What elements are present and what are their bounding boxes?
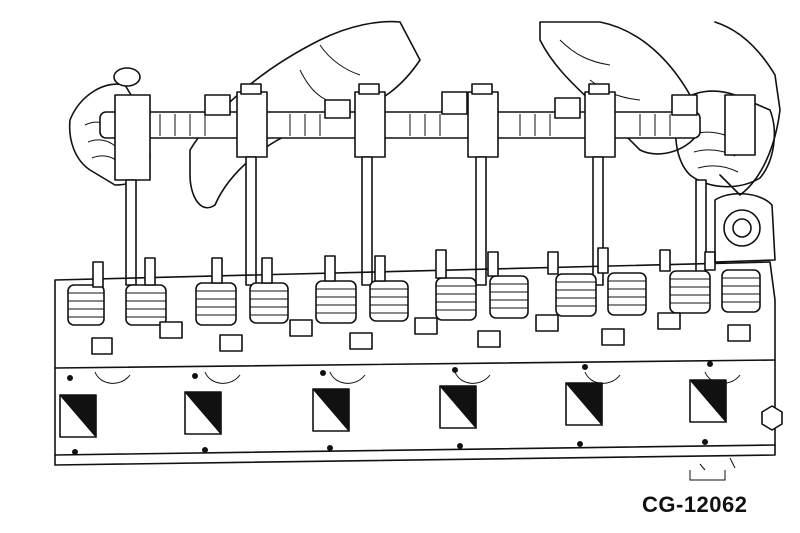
port-1: [58, 394, 97, 439]
spring-8: [489, 275, 529, 319]
head-bolts: [91, 312, 751, 355]
spring-4: [249, 282, 289, 324]
port-windows: [58, 379, 727, 439]
valve-stems: [92, 247, 716, 288]
port-3: [311, 388, 350, 433]
valve-springs: [67, 269, 761, 326]
spring-3: [195, 282, 237, 326]
port-4: [438, 385, 477, 430]
end-flange: [714, 192, 783, 431]
edge-mark: [689, 457, 736, 481]
spring-9: [555, 273, 597, 317]
mechanic-arms: [189, 20, 781, 209]
spring-1: [67, 284, 105, 326]
spring-5: [315, 280, 357, 324]
rocker-pedestals: [114, 83, 756, 181]
cylinder-head: [54, 261, 776, 466]
port-5: [564, 382, 603, 427]
figure-code: CG-12062: [642, 492, 748, 517]
port-2: [183, 391, 222, 436]
spring-2: [125, 284, 167, 326]
spring-7: [435, 277, 477, 321]
port-6: [688, 379, 727, 424]
mounting-holes: [67, 361, 713, 455]
spring-6: [369, 280, 409, 322]
spring-11: [669, 270, 711, 314]
spring-10: [607, 272, 647, 316]
left-hand: [68, 67, 151, 186]
spring-12: [721, 269, 761, 313]
